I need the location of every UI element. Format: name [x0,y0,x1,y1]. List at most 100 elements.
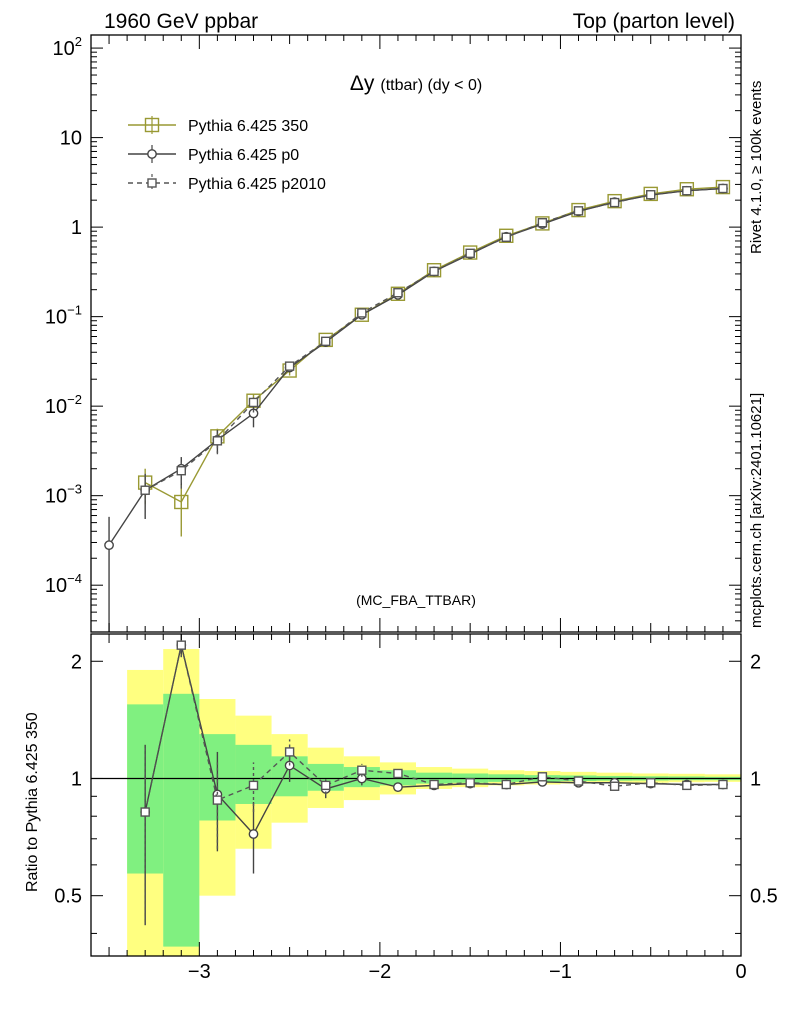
data-point-square [147,178,157,188]
y-tick-exponent: −4 [67,571,82,586]
data-point-square [501,232,511,242]
data-point-square [176,466,186,476]
y-tick-base: 10 [60,128,82,150]
data-point-circle [393,782,403,793]
data-point-square [393,768,403,779]
y-tick-label: 10−1 [45,303,82,329]
y-tick-label: 10−3 [45,482,82,508]
data-point-square [212,436,223,446]
data-point-square [679,182,695,197]
data-point-square [140,485,150,495]
y-tick-label: 10 [60,128,82,150]
data-point-square [573,206,584,216]
ratio-y-tick-label: 0.5 [54,886,82,908]
ratio-axes: 2 2 1 1 0.5 0.5 −3 −2 −1 0 [54,634,778,983]
data-point-square [321,780,331,791]
data-point-square [429,779,439,790]
y-tick-label: 102 [53,34,82,60]
y-tick-label: 10−4 [45,571,82,597]
data-point-square [646,190,656,200]
data-point-square [429,266,439,277]
x-tick-label: −3 [188,961,211,983]
title-text: (ttbar) (dy < 0) [380,77,482,94]
ratio-series-pythia-6-425-p2010 [140,634,728,926]
data-point-square [357,308,367,318]
ratio-y-tick-label-right: 2 [750,651,761,673]
data-point-circle [147,149,157,159]
process-label: Top (parton level) [573,10,735,33]
ratio-y-axis-label: Ratio to Pythia 6.425 350 [24,712,41,892]
y-tick-base: 10 [53,38,75,60]
data-point-square [501,779,511,790]
legend: Pythia 6.425 350 Pythia 6.425 p0 Pythia 6.… [128,116,326,193]
y-tick-base: 1 [71,217,82,239]
data-point-square [393,288,403,298]
legend-label: Pythia 6.425 350 [188,118,308,135]
plot-title: Δy (ttbar) (dy < 0) [350,72,482,95]
x-tick-label: −2 [368,961,391,983]
data-point-square [140,807,150,817]
y-tick-label: 10−2 [45,392,82,418]
data-point-square [212,795,223,805]
ratio-panel: 2 2 1 1 0.5 0.5 −3 −2 −1 0 Ratio to Pythia 6.425 … [24,633,778,983]
data-point-square [718,779,728,790]
data-point-square [248,397,259,408]
y-tick-label: 1 [71,217,82,239]
main-plot-area [104,179,731,632]
legend-label: Pythia 6.425 p0 [188,147,299,164]
analysis-watermark: (MC_FBA_TTBAR) [356,592,476,608]
data-point-square [465,778,475,788]
y-tick-exponent: −3 [67,482,82,497]
band-green [163,693,200,947]
mcplots-label: mcplots.cern.ch [arXiv:2401.10621] [748,393,765,628]
y-tick-base: 10 [45,575,67,597]
ratio-y-tick-label-right: 0.5 [750,886,778,908]
energy-label: 1960 GeV ppbar [104,10,258,33]
y-tick-exponent: −2 [67,392,82,407]
data-point-square [682,186,692,196]
rivet-label: Rivet 4.1.0, ≥ 100k events [748,81,765,254]
data-point-square [248,780,259,791]
y-tick-base: 10 [45,307,67,329]
data-point-square [462,245,478,260]
data-point-square [609,197,620,208]
x-tick-label: 0 [735,961,746,983]
data-point-square [176,640,186,650]
data-point-square [682,780,692,791]
data-point-square [174,494,189,510]
title-symbol: Δy [350,72,375,95]
data-point-square [609,781,620,791]
series-pythia-6-425-p0 [104,183,728,632]
data-point-square [537,218,548,228]
data-point-circle [248,408,259,419]
series-line [144,186,723,503]
data-point-square [499,228,514,243]
data-point-square [284,747,295,757]
y-tick-exponent: 2 [75,34,82,49]
series-pythia-6-425-350 [137,179,731,537]
data-point-square [390,286,406,301]
series-line [108,187,723,546]
ratio-y-tick-label-right: 1 [750,768,761,790]
series-line [144,187,723,491]
x-tick-label: −1 [549,961,572,983]
y-tick-exponent: −1 [67,303,82,318]
data-point-square [321,336,331,347]
ratio-plot-area [140,634,728,926]
ratio-y-tick-label: 1 [71,768,82,790]
data-point-square [535,216,550,231]
data-point-square [718,183,728,194]
data-point-circle [104,540,114,551]
data-point-square [573,776,584,786]
y-tick-base: 10 [45,486,67,508]
legend-label: Pythia 6.425 p2010 [188,176,326,193]
ratio-uncertainty-bands [91,649,741,956]
data-point-circle [248,829,259,839]
data-point-square [426,263,442,278]
data-point-square [465,248,475,258]
data-point-square [144,117,160,133]
ratio-y-tick-label: 2 [71,651,82,673]
